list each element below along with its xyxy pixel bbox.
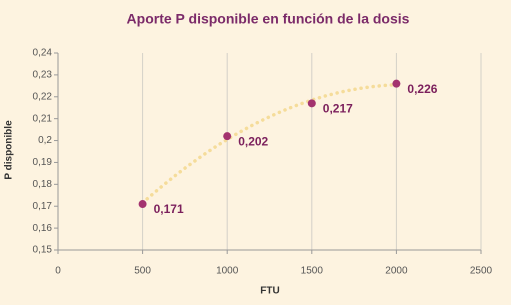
x-tick-label: 0 (55, 266, 61, 277)
point (138, 200, 147, 209)
x-tick-label: 1500 (301, 266, 324, 277)
y-tick-label: 0,17 (33, 201, 53, 212)
trend-line (140, 82, 399, 205)
y-tick-label: 0,22 (33, 91, 53, 102)
y-tick-label: 0,15 (33, 245, 53, 256)
y-tick-label: 0,18 (33, 179, 53, 190)
y-tick-label: 0,23 (33, 70, 53, 81)
y-tick-label: 0,19 (33, 157, 53, 168)
y-tick-label: 0,21 (33, 113, 53, 124)
y-tick-label: 0,24 (33, 48, 53, 59)
value-label: 0,202 (238, 134, 268, 148)
x-tick-label: 500 (134, 266, 151, 277)
value-label: 0,217 (323, 102, 353, 116)
value-label: 0,171 (154, 202, 184, 216)
chart-title: Aporte P disponible en función de la dos… (127, 11, 410, 27)
x-tick-label: 2000 (385, 266, 408, 277)
y-axis-label: P disponible (4, 120, 15, 180)
point (223, 132, 232, 141)
point (392, 79, 401, 88)
y-tick-label: 0,2 (38, 135, 52, 146)
y-tick-label: 0,16 (33, 223, 53, 234)
x-axis-label: FTU (260, 286, 279, 297)
x-tick-label: 2500 (470, 266, 493, 277)
point (307, 99, 316, 108)
value-label: 0,226 (407, 82, 437, 96)
x-tick-label: 1000 (216, 266, 239, 277)
